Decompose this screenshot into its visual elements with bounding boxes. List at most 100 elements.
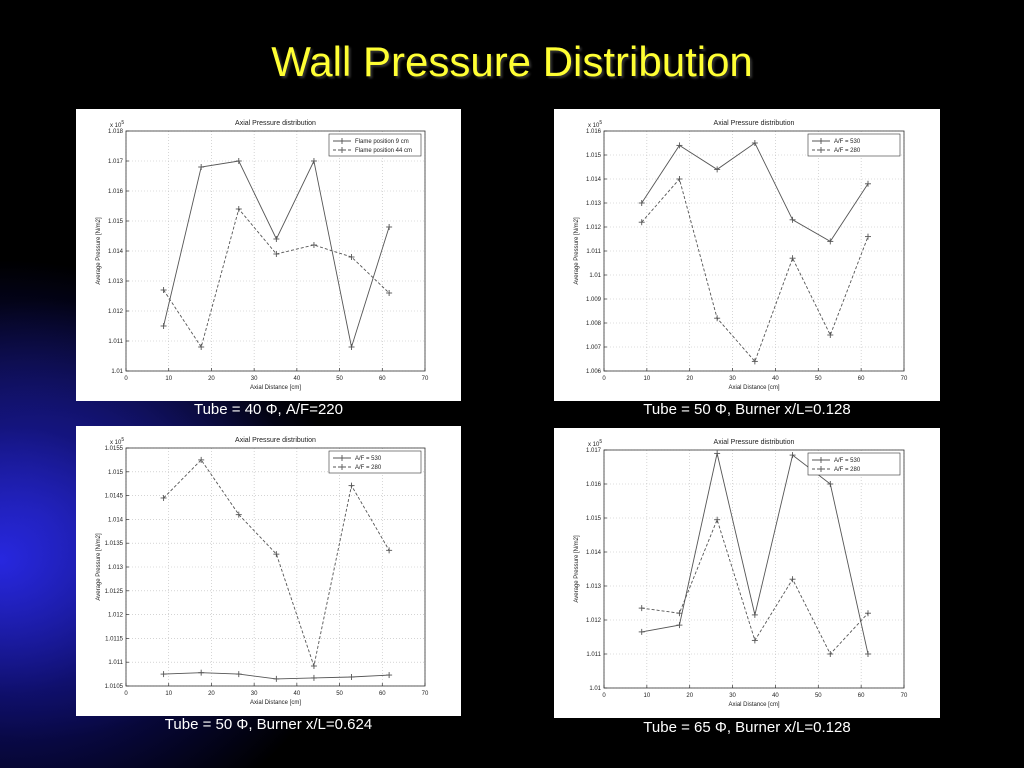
plot-frame xyxy=(125,447,426,687)
x-tick-label: 10 xyxy=(644,376,651,382)
chart-tube-50-0624: Axial Pressure distribution x 105 0 10 20 30 4… xyxy=(96,437,429,706)
y-tick-label: 1.012 xyxy=(586,225,602,231)
series-2-point xyxy=(386,290,393,296)
x-axis-label: Axial Distance [cm] xyxy=(728,702,779,708)
x-tick-label: 50 xyxy=(336,376,343,382)
series-2-point xyxy=(676,176,683,182)
legend-label-1: A/F = 530 xyxy=(355,456,382,462)
series-2-point xyxy=(273,551,280,558)
y-tick-label: 1.0125 xyxy=(105,589,124,595)
series-2-point xyxy=(714,516,721,523)
legend-marker-2 xyxy=(339,147,345,153)
series-2-point xyxy=(160,287,167,293)
series-2-point xyxy=(160,494,167,501)
y-tick-label: 1.011 xyxy=(586,249,601,255)
series-2-point xyxy=(865,233,871,240)
y-tick-label: 1.011 xyxy=(108,339,123,345)
y-tick-label: 1.011 xyxy=(108,660,123,666)
y-tick-label: 1.013 xyxy=(108,565,124,571)
x-tick-label: 50 xyxy=(336,691,343,697)
caption-tube-50-0128: Tube = 50 Φ, Burner x/L=0.128 xyxy=(643,401,851,418)
y-tick-label: 1.016 xyxy=(108,189,124,195)
legend-box xyxy=(328,450,422,474)
x-axis-label: Axial Distance [cm] xyxy=(250,385,301,391)
y-multiplier: x 105 xyxy=(588,439,602,448)
y-tick-label: 1.008 xyxy=(586,321,602,327)
legend: A/F = 530 A/F = 280 xyxy=(807,452,901,476)
legend-box xyxy=(807,452,901,476)
slide-title: Wall Pressure Distribution xyxy=(271,38,753,85)
x-tick-label: 40 xyxy=(772,376,779,382)
x-tick-label: 30 xyxy=(729,693,736,699)
series-2-point xyxy=(310,242,317,248)
legend-marker-1 xyxy=(339,138,345,144)
legend-label-2: Flame position 44 cm xyxy=(355,148,412,154)
series-1-point xyxy=(386,672,393,679)
series-line-2 xyxy=(641,518,869,655)
y-tick-label: 1.015 xyxy=(108,470,124,476)
x-tick-label: 30 xyxy=(729,376,736,382)
series-1-point xyxy=(310,674,317,681)
series-1-point xyxy=(198,669,205,676)
y-tick-label: 1.012 xyxy=(108,613,124,619)
legend: A/F = 530 A/F = 280 xyxy=(807,133,901,157)
y-tick-label: 1.0105 xyxy=(105,684,124,690)
chart-tube-40: Axial Pressure distribution x 105 0 10 20 30 4… xyxy=(96,120,429,391)
y-axis-label: Average Pressure [N/m2] xyxy=(96,217,102,285)
chart-panel-4: Axial Pressure distribution x 105 0 10 20 30 4… xyxy=(554,428,940,718)
plot-frame xyxy=(603,449,905,689)
x-axis-label: Axial Distance [cm] xyxy=(250,700,301,706)
x-tick-label: 40 xyxy=(772,693,779,699)
y-tick-label: 1.013 xyxy=(586,201,602,207)
y-tick-label: 1.01 xyxy=(111,369,123,375)
y-tick-label: 1.014 xyxy=(108,517,124,523)
legend-marker-1 xyxy=(818,457,824,463)
series-1-point xyxy=(751,140,758,146)
series-1-point xyxy=(789,216,796,223)
x-tick-label: 10 xyxy=(165,376,172,382)
series-2-point xyxy=(198,456,205,463)
x-tick-label: 0 xyxy=(124,376,128,382)
series-1-point xyxy=(865,651,871,657)
x-tick-label: 30 xyxy=(251,376,258,382)
y-tick-label: 1.012 xyxy=(108,309,124,315)
x-tick-label: 10 xyxy=(165,691,172,697)
y-axis-label: Average Pressure [N/m2] xyxy=(574,535,580,603)
x-tick-label: 30 xyxy=(251,691,258,697)
series-1-point xyxy=(714,450,721,457)
series-2-point xyxy=(789,255,796,262)
chart-title: Axial Pressure distribution xyxy=(235,120,316,127)
x-tick-label: 70 xyxy=(422,691,429,697)
y-tick-label: 1.0155 xyxy=(105,446,124,452)
y-tick-label: 1.015 xyxy=(108,219,124,225)
series-1-point xyxy=(638,628,645,635)
legend-marker-1 xyxy=(818,138,824,144)
x-tick-label: 50 xyxy=(815,693,822,699)
legend-label-1: A/F = 530 xyxy=(834,458,861,464)
series-1-point xyxy=(865,180,871,187)
y-tick-label: 1.0135 xyxy=(105,541,124,547)
series-2-point xyxy=(198,344,205,350)
series-1-point xyxy=(310,158,317,164)
legend-box xyxy=(807,133,901,157)
series-2-point xyxy=(638,605,645,612)
x-tick-label: 0 xyxy=(124,691,128,697)
x-tick-label: 0 xyxy=(602,376,606,382)
y-tick-label: 1.009 xyxy=(586,297,602,303)
series-1-point xyxy=(235,671,242,678)
series-2-point xyxy=(827,651,834,657)
y-tick-label: 1.0145 xyxy=(105,494,124,500)
y-tick-label: 1.017 xyxy=(108,159,124,165)
y-tick-label: 1.011 xyxy=(586,652,601,658)
x-tick-label: 10 xyxy=(644,693,651,699)
series-2-point xyxy=(714,315,721,322)
y-tick-label: 1.017 xyxy=(586,448,602,454)
y-tick-label: 1.013 xyxy=(108,279,124,285)
y-tick-label: 1.014 xyxy=(586,550,602,556)
legend-box xyxy=(328,133,422,157)
legend-label-1: Flame position 9 cm xyxy=(355,139,409,145)
series-1-point xyxy=(273,675,280,682)
y-tick-label: 1.013 xyxy=(586,584,602,590)
legend-label-2: A/F = 280 xyxy=(355,465,382,471)
y-tick-label: 1.016 xyxy=(586,129,602,135)
